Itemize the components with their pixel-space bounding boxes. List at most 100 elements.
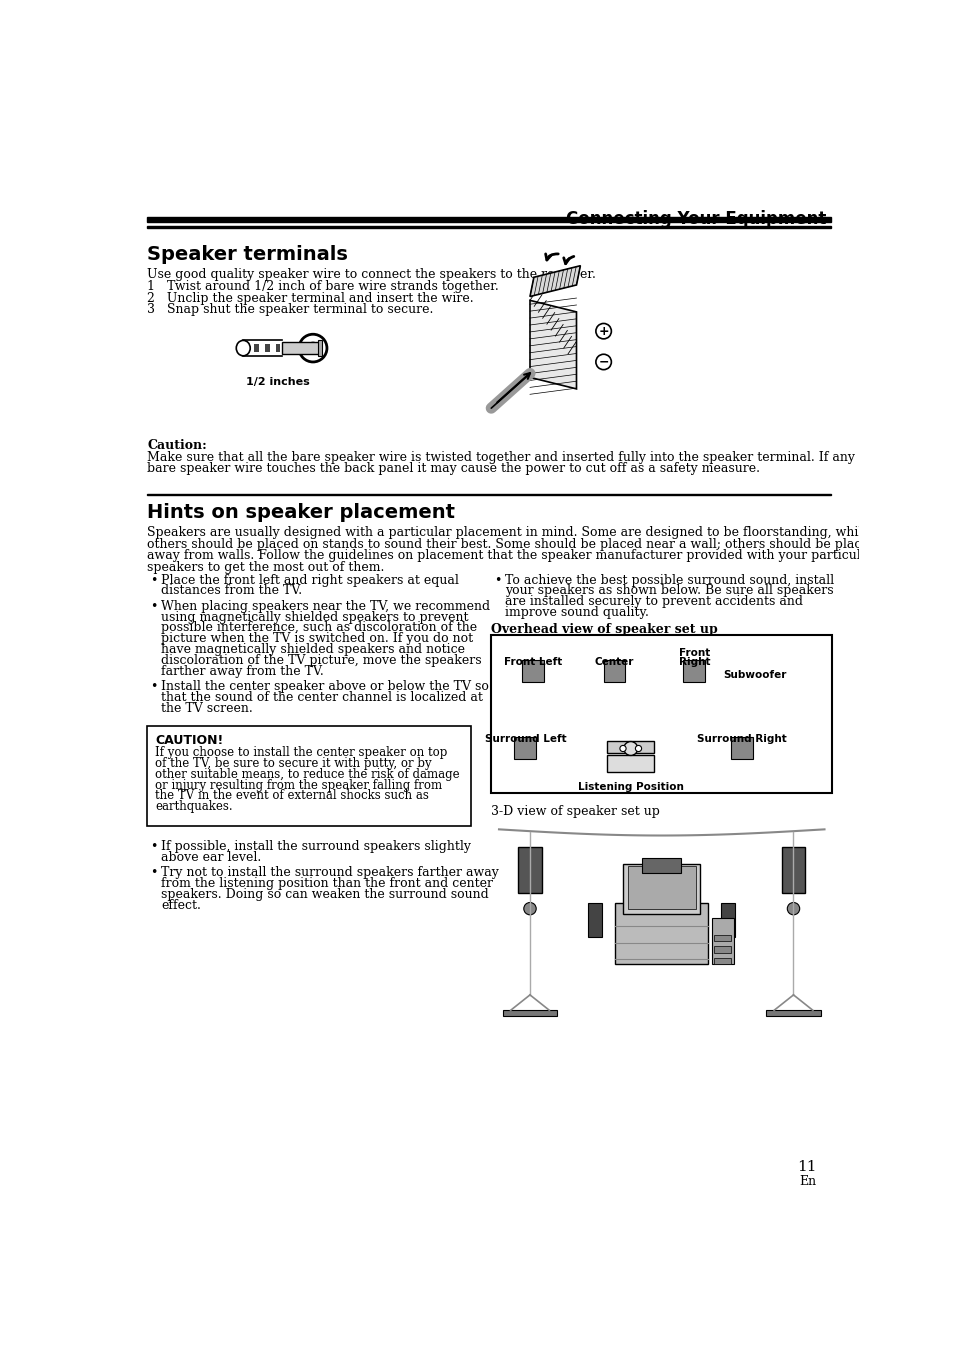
Text: farther away from the TV.: farther away from the TV. (161, 665, 323, 678)
Text: •: • (150, 574, 157, 586)
Bar (517, 847, 541, 894)
Text: CAUTION!: CAUTION! (154, 733, 223, 747)
Text: speakers. Doing so can weaken the surround sound: speakers. Doing so can weaken the surrou… (161, 888, 488, 900)
Polygon shape (530, 266, 579, 297)
Text: En: En (799, 1175, 816, 1188)
Text: of the TV, be sure to secure it with putty, or by: of the TV, be sure to secure it with put… (154, 758, 431, 770)
Text: that the sound of the center channel is localized at: that the sound of the center channel is … (161, 690, 482, 704)
Bar (714, 946, 731, 953)
Text: 3-D view of speaker set up: 3-D view of speaker set up (491, 806, 659, 818)
Ellipse shape (236, 341, 250, 356)
Text: •: • (150, 600, 157, 613)
Text: Right: Right (678, 656, 709, 667)
Bar (282, 342, 320, 355)
Text: Front Left: Front Left (503, 656, 561, 667)
Text: from the listening position than the front and center: from the listening position than the fro… (161, 878, 493, 890)
Ellipse shape (307, 342, 318, 353)
Text: 11: 11 (797, 1159, 816, 1174)
Text: are installed securely to prevent accidents and: are installed securely to prevent accide… (505, 596, 802, 608)
Bar (607, 741, 654, 754)
Text: earthquakes.: earthquakes. (154, 801, 233, 813)
Text: 1   Twist around 1/2 inch of bare wire strands together.: 1 Twist around 1/2 inch of bare wire str… (147, 280, 498, 294)
Text: If you choose to install the center speaker on top: If you choose to install the center spea… (154, 747, 447, 759)
Text: +: + (598, 325, 608, 337)
Bar (682, 661, 704, 682)
Text: bare speaker wire touches the back panel it may cause the power to cut off as a : bare speaker wire touches the back panel… (147, 462, 760, 474)
Text: away from walls. Follow the guidelines on placement that the speaker manufacture: away from walls. Follow the guidelines o… (147, 549, 874, 562)
Text: Place the front left and right speakers at equal: Place the front left and right speakers … (161, 574, 458, 586)
Text: have magnetically shielded speakers and notice: have magnetically shielded speakers and … (161, 643, 465, 656)
Text: −: − (598, 356, 608, 368)
Bar (765, 1010, 820, 1016)
Bar (714, 958, 731, 964)
Bar (607, 755, 654, 771)
Bar (265, 344, 270, 352)
Text: distances from the TV.: distances from the TV. (161, 585, 302, 597)
Bar (253, 344, 258, 352)
Bar (147, 727, 471, 826)
Bar (720, 903, 735, 937)
Polygon shape (530, 301, 576, 390)
Text: effect.: effect. (161, 899, 201, 911)
Ellipse shape (298, 334, 327, 363)
Text: Connecting Your Equipment: Connecting Your Equipment (565, 209, 825, 228)
Text: or injury resulting from the speaker falling from: or injury resulting from the speaker fal… (154, 779, 441, 791)
Text: Try not to install the surround speakers farther away: Try not to install the surround speakers… (161, 867, 498, 879)
Bar (317, 341, 321, 356)
Bar (275, 344, 280, 352)
Text: Speakers are usually designed with a particular placement in mind. Some are desi: Speakers are usually designed with a par… (147, 526, 869, 539)
Bar (731, 737, 753, 759)
Bar (514, 737, 536, 759)
Bar (781, 847, 804, 894)
Bar (147, 226, 830, 228)
Bar (243, 344, 248, 352)
Text: your speakers as shown below. Be sure all speakers: your speakers as shown below. Be sure al… (505, 585, 833, 597)
Text: Make sure that all the bare speaker wire is twisted together and inserted fully : Make sure that all the bare speaker wire… (147, 452, 895, 464)
Bar (627, 867, 695, 909)
Text: above ear level.: above ear level. (161, 851, 261, 864)
Text: the TV in the event of external shocks such as: the TV in the event of external shocks s… (154, 790, 428, 802)
Text: the TV screen.: the TV screen. (161, 701, 253, 714)
Bar (603, 661, 624, 682)
Text: improve sound quality.: improve sound quality. (505, 607, 648, 619)
Text: Hints on speaker placement: Hints on speaker placement (147, 503, 455, 522)
Text: discoloration of the TV picture, move the speakers: discoloration of the TV picture, move th… (161, 654, 481, 667)
Text: If possible, install the surround speakers slightly: If possible, install the surround speake… (161, 840, 471, 853)
Text: When placing speakers near the TV, we recommend: When placing speakers near the TV, we re… (161, 600, 490, 613)
Circle shape (523, 903, 536, 915)
Bar (502, 1010, 557, 1016)
Text: Use good quality speaker wire to connect the speakers to the receiver.: Use good quality speaker wire to connect… (147, 268, 596, 280)
Text: 3   Snap shut the speaker terminal to secure.: 3 Snap shut the speaker terminal to secu… (147, 303, 433, 317)
Bar (587, 903, 601, 937)
Text: Center: Center (594, 656, 634, 667)
Text: Front: Front (678, 647, 709, 658)
Text: •: • (150, 867, 157, 879)
Circle shape (786, 903, 799, 915)
Bar (714, 936, 731, 941)
Bar (615, 903, 707, 964)
Text: picture when the TV is switched on. If you do not: picture when the TV is switched on. If y… (161, 632, 473, 646)
Text: speakers to get the most out of them.: speakers to get the most out of them. (147, 561, 384, 574)
Text: using magnetically shielded speakers to prevent: using magnetically shielded speakers to … (161, 611, 468, 624)
Text: 2   Unclip the speaker terminal and insert the wire.: 2 Unclip the speaker terminal and insert… (147, 293, 474, 305)
Circle shape (623, 741, 637, 755)
Text: •: • (150, 679, 157, 693)
Circle shape (635, 745, 641, 752)
Text: others should be placed on stands to sound their best. Some should be placed nea: others should be placed on stands to sou… (147, 538, 876, 550)
Bar (147, 493, 830, 495)
Text: Caution:: Caution: (147, 439, 207, 452)
Text: 1/2 inches: 1/2 inches (246, 377, 310, 387)
Circle shape (619, 745, 625, 752)
Text: Speaker terminals: Speaker terminals (147, 245, 348, 264)
Text: Install the center speaker above or below the TV so: Install the center speaker above or belo… (161, 679, 489, 693)
Text: To achieve the best possible surround sound, install: To achieve the best possible surround so… (505, 574, 834, 586)
Bar (641, 857, 680, 874)
Bar (711, 918, 733, 964)
Bar (491, 635, 831, 793)
Bar (147, 217, 830, 222)
Text: Overhead view of speaker set up: Overhead view of speaker set up (491, 623, 718, 636)
Text: •: • (150, 840, 157, 853)
Bar (521, 661, 543, 682)
Text: other suitable means, to reduce the risk of damage: other suitable means, to reduce the risk… (154, 768, 459, 780)
Bar (622, 864, 700, 914)
